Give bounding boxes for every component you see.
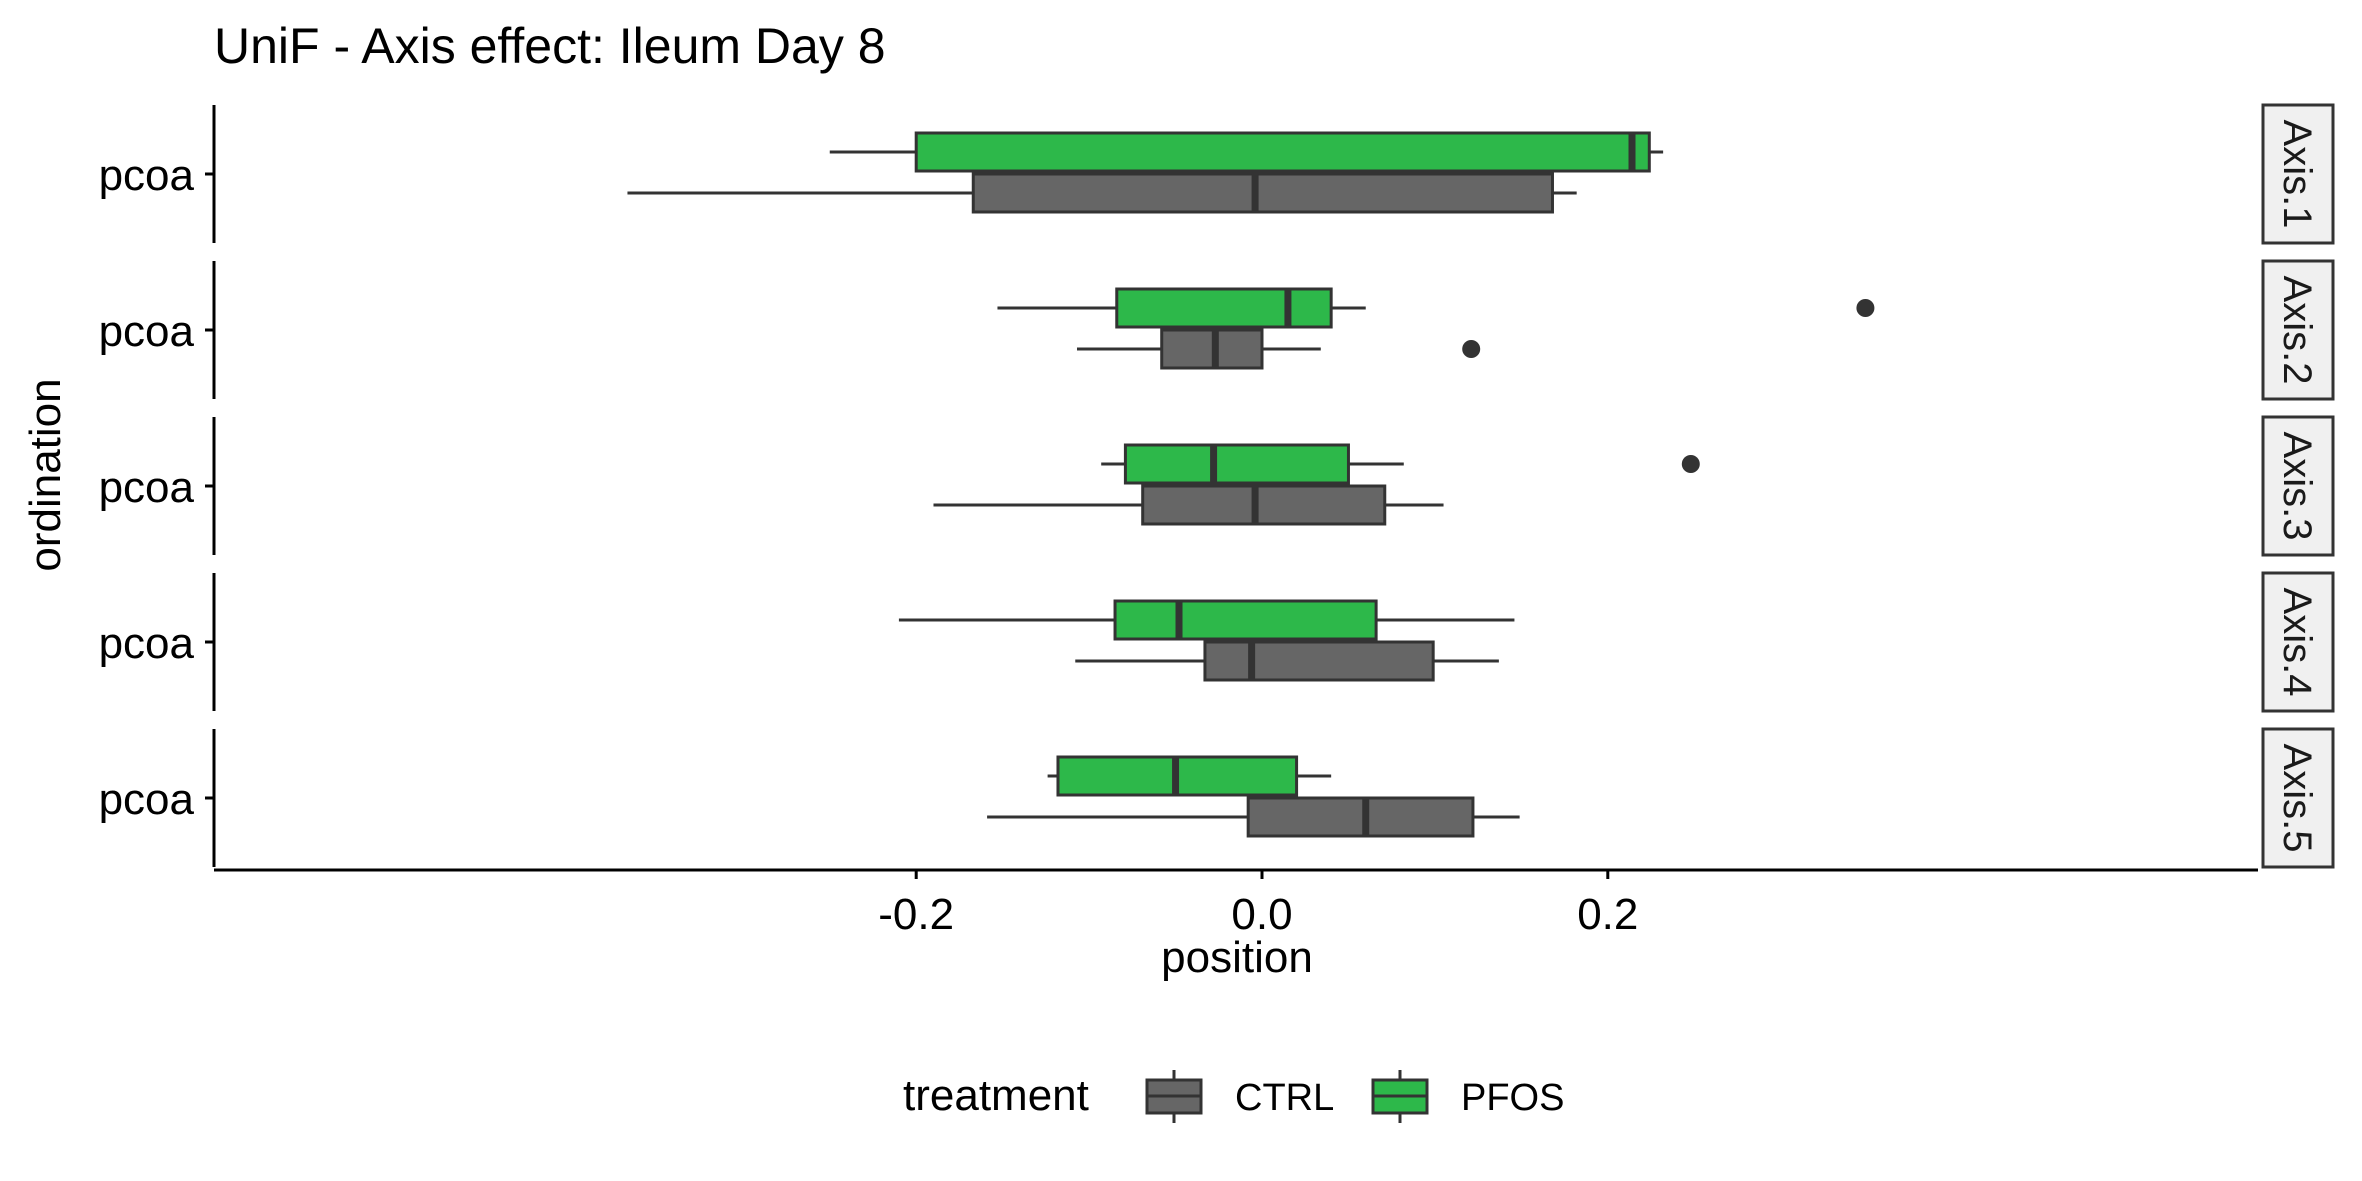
- facet-strip: [2261, 259, 2335, 401]
- facet-strip-label: Axis.3: [2275, 432, 2319, 541]
- box-body: [971, 172, 1554, 214]
- chart-title: UniF - Axis effect: Ileum Day 8: [214, 18, 886, 74]
- box-ctrl: [1076, 328, 1481, 370]
- box-pfos: [1047, 755, 1332, 797]
- x-tick-label: -0.2: [878, 890, 954, 939]
- legend: treatment CTRL PFOS: [903, 1070, 1564, 1123]
- panel-y-tick-label: pcoa: [99, 463, 195, 512]
- panel-5: pcoa Axis.5: [99, 727, 2335, 869]
- box-ctrl: [627, 172, 1577, 214]
- x-axis-title: position: [1161, 933, 1313, 982]
- legend-item-label: CTRL: [1235, 1077, 1334, 1119]
- legend-title: treatment: [903, 1071, 1089, 1120]
- panels-layer: pcoa Axis.1 pcoa Axis.2 pcoa Axis.3 pcoa Axis.4…: [99, 103, 2335, 869]
- panel-3: pcoa Axis.3: [99, 415, 2335, 557]
- outlier-point: [1681, 455, 1700, 473]
- facet-strip-label: Axis.1: [2275, 120, 2319, 229]
- facet-strip-label: Axis.4: [2275, 588, 2319, 697]
- box-ctrl: [933, 484, 1444, 526]
- facet-strip-label: Axis.5: [2275, 744, 2319, 853]
- panel-1: pcoa Axis.1: [99, 103, 2335, 245]
- facet-strip: [2261, 103, 2335, 245]
- panel-y-tick-label: pcoa: [99, 619, 195, 668]
- legend-item-pfos: PFOS: [1371, 1070, 1564, 1123]
- x-tick-label: 0.2: [1577, 890, 1638, 939]
- box-body: [1115, 287, 1333, 329]
- box-pfos: [1101, 443, 1700, 485]
- panel-2: pcoa Axis.2: [99, 259, 2335, 401]
- panel-y-tick-label: pcoa: [99, 307, 195, 356]
- facet-strip: [2261, 727, 2335, 869]
- box-pfos: [997, 287, 1875, 329]
- box-body: [1246, 796, 1475, 838]
- box-ctrl: [1075, 640, 1499, 682]
- panel-4: pcoa Axis.4: [99, 571, 2335, 713]
- legend-item-ctrl: CTRL: [1145, 1070, 1334, 1123]
- outlier-point: [1856, 299, 1875, 317]
- panel-y-tick-label: pcoa: [99, 775, 195, 824]
- x-axis: -0.2 0.0 0.2: [214, 868, 2258, 939]
- facet-strip-label: Axis.2: [2275, 276, 2319, 385]
- legend-item-label: PFOS: [1461, 1077, 1564, 1119]
- y-axis-title: ordination: [21, 378, 70, 571]
- box-pfos: [829, 131, 1664, 173]
- box-body: [914, 131, 1651, 173]
- outlier-point: [1462, 340, 1481, 358]
- box-body: [1141, 484, 1387, 526]
- facet-strip: [2261, 571, 2335, 713]
- facet-strip: [2261, 415, 2335, 557]
- x-tick-label: 0.0: [1231, 890, 1292, 939]
- panel-y-tick-label: pcoa: [99, 151, 195, 200]
- box-body: [1123, 443, 1350, 485]
- box-pfos: [898, 599, 1515, 641]
- box-body: [1113, 599, 1378, 641]
- box-ctrl: [987, 796, 1520, 838]
- box-body: [1203, 640, 1435, 682]
- legend-items: CTRL PFOS: [1145, 1070, 1564, 1123]
